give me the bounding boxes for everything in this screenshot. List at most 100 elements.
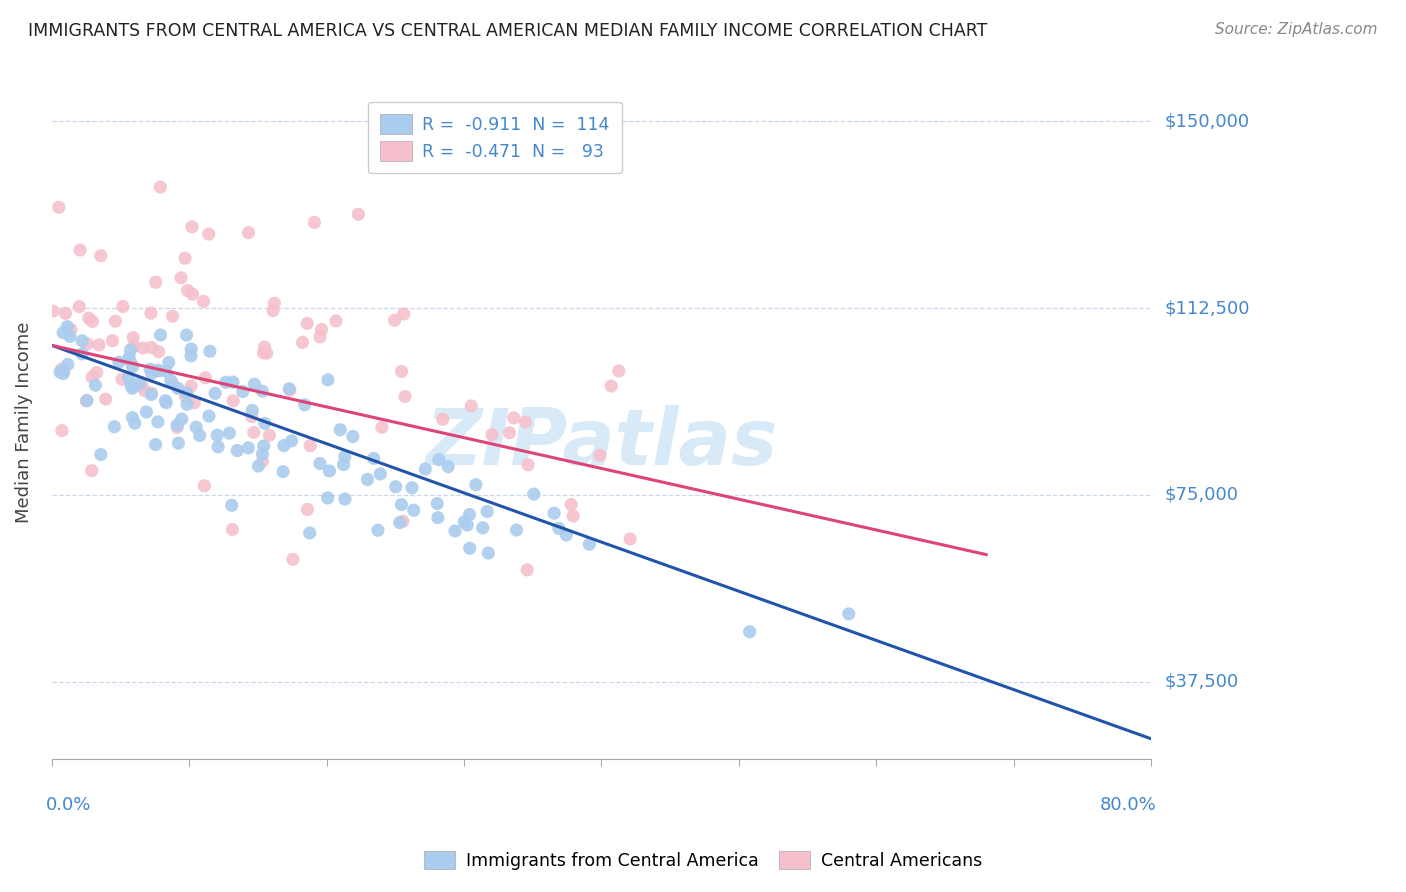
Point (384, 480, 406, 494)
Point (347, 207, 370, 221)
Point (108, 355, 131, 369)
Point (122, 339, 145, 353)
Point (738, 624, 761, 639)
Point (342, 429, 364, 443)
Point (77, 311, 100, 326)
Point (176, 397, 198, 411)
Point (76, 337, 98, 351)
Point (392, 514, 415, 528)
Point (471, 521, 494, 535)
Point (384, 313, 406, 327)
Point (299, 439, 322, 453)
Point (148, 364, 170, 378)
Point (155, 364, 177, 378)
Point (94, 392, 117, 406)
Point (394, 390, 416, 404)
Point (121, 357, 143, 371)
Point (181, 287, 204, 301)
Point (145, 363, 167, 377)
Point (253, 417, 276, 431)
Point (87, 338, 110, 352)
Point (464, 477, 486, 491)
Point (370, 467, 392, 481)
Point (51, 424, 73, 438)
Point (401, 481, 423, 495)
Text: 80.0%: 80.0% (1099, 796, 1157, 814)
Point (84, 378, 107, 392)
Point (543, 506, 565, 520)
Point (523, 487, 546, 501)
Point (838, 607, 860, 621)
Point (118, 351, 141, 365)
Point (183, 396, 205, 410)
Point (149, 328, 172, 343)
Point (309, 330, 332, 344)
Point (141, 387, 163, 401)
Point (332, 458, 354, 472)
Point (278, 382, 301, 396)
Point (59, 329, 82, 343)
Point (55, 306, 77, 320)
Point (193, 294, 215, 309)
Point (166, 418, 188, 433)
Point (141, 386, 163, 401)
Point (176, 386, 198, 401)
Text: $37,500: $37,500 (1166, 673, 1239, 690)
Point (367, 523, 389, 537)
Point (155, 396, 177, 410)
Point (555, 528, 578, 542)
Legend: R =  -0.911  N =  114, R =  -0.471  N =   93: R = -0.911 N = 114, R = -0.471 N = 93 (368, 102, 621, 173)
Point (198, 409, 221, 423)
Point (181, 219, 204, 234)
Point (392, 307, 415, 321)
Y-axis label: Median Family Income: Median Family Income (15, 322, 32, 524)
Point (180, 342, 202, 356)
Point (111, 372, 134, 386)
Point (145, 275, 167, 289)
Point (259, 428, 281, 442)
Point (120, 378, 142, 392)
Point (82, 314, 104, 328)
Point (453, 515, 475, 529)
Point (42, 304, 65, 318)
Point (221, 498, 243, 512)
Point (157, 355, 180, 369)
Point (90, 249, 112, 263)
Point (240, 409, 263, 424)
Point (162, 310, 184, 324)
Point (111, 300, 134, 314)
Point (134, 384, 156, 398)
Point (121, 381, 143, 395)
Point (141, 366, 163, 380)
Point (145, 437, 167, 451)
Point (291, 335, 314, 350)
Point (388, 516, 411, 530)
Point (122, 331, 145, 345)
Point (391, 498, 413, 512)
Point (263, 296, 285, 310)
Point (52, 365, 75, 379)
Point (180, 349, 202, 363)
Point (458, 508, 481, 522)
Point (309, 457, 332, 471)
Point (253, 340, 276, 354)
Point (297, 317, 319, 331)
Point (240, 403, 263, 417)
Point (121, 410, 143, 425)
Point (176, 328, 198, 343)
Point (456, 518, 478, 533)
Point (176, 284, 198, 298)
Point (117, 371, 139, 385)
Point (170, 412, 193, 426)
Text: IMMIGRANTS FROM CENTRAL AMERICA VS CENTRAL AMERICAN MEDIAN FAMILY INCOME CORRELA: IMMIGRANTS FROM CENTRAL AMERICA VS CENTR… (28, 22, 987, 40)
Point (477, 546, 499, 560)
Point (273, 439, 295, 453)
Point (167, 436, 190, 450)
Point (215, 376, 238, 390)
Point (52, 326, 75, 340)
Point (67, 300, 90, 314)
Point (413, 462, 436, 476)
Text: ZIPatlas: ZIPatlas (425, 405, 778, 481)
Point (170, 270, 193, 285)
Point (256, 346, 278, 360)
